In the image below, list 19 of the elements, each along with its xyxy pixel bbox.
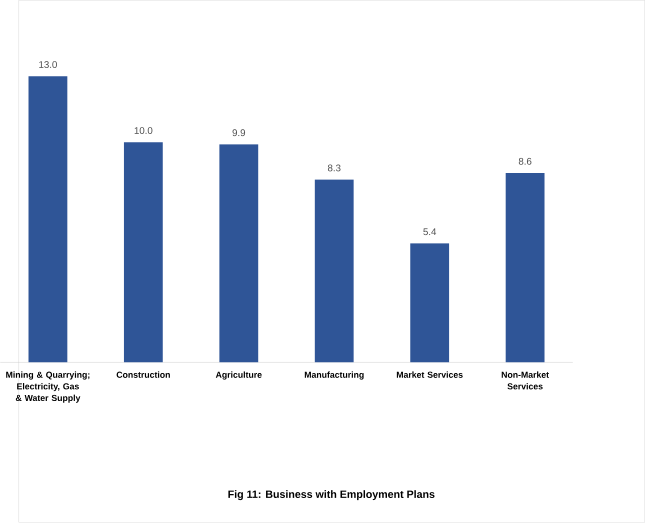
data-label: 5.4 (423, 228, 436, 236)
x-tick-label: Agriculture (216, 372, 262, 380)
bar (314, 180, 354, 362)
data-label: 9.9 (232, 130, 246, 136)
bar (219, 144, 258, 362)
data-label: 8.3 (328, 164, 341, 172)
data-label: 10.0 (134, 127, 152, 134)
x-tick-label: Mining & Quarrying; Electricity, Gas & Water Supply (6, 372, 90, 403)
data-label: 8.6 (518, 158, 532, 165)
bar (506, 173, 545, 362)
data-label: 13.0 (39, 61, 57, 68)
x-tick-label: Market Services (396, 372, 463, 378)
x-tick-label: Non-Market Services (502, 372, 549, 390)
bar (28, 76, 68, 362)
bar (124, 142, 163, 362)
x-tick-label: Construction (116, 372, 170, 378)
bar (410, 244, 450, 362)
x-tick-label: Manufacturing (304, 372, 364, 380)
text: Fig 11: Business with Employment Plans (228, 490, 435, 500)
